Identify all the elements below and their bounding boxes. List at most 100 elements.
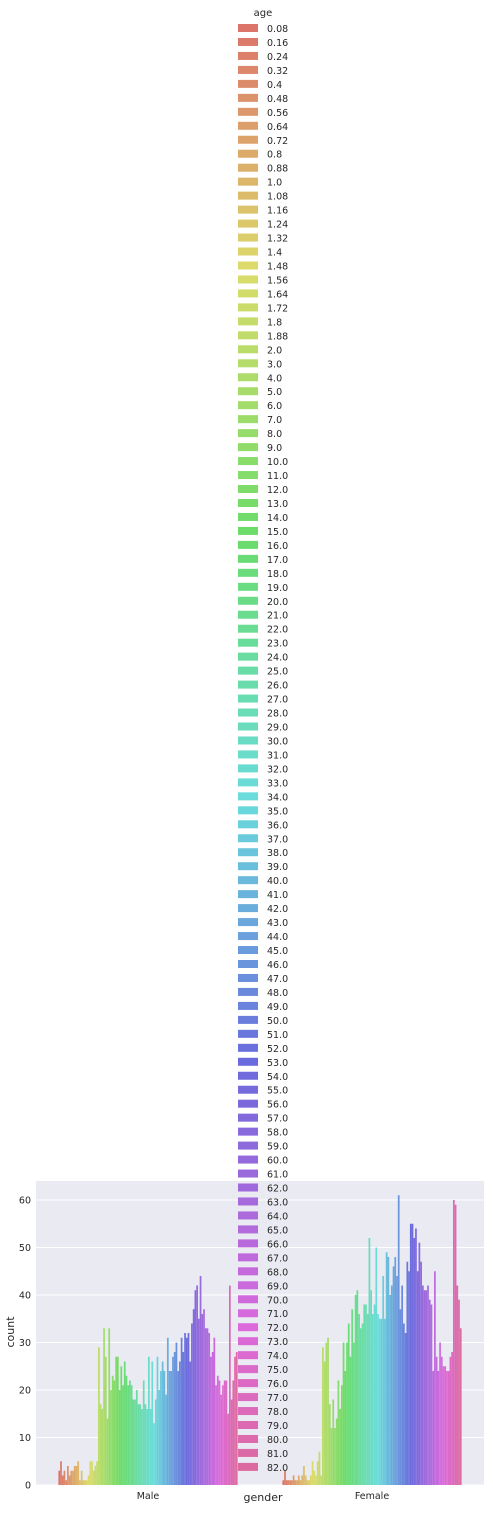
bar [130, 1385, 133, 1485]
bar [366, 1314, 369, 1485]
bar [304, 1475, 307, 1485]
bar [368, 1238, 371, 1485]
bar [108, 1328, 111, 1485]
bar [459, 1328, 462, 1485]
legend-label: 0.24 [267, 52, 288, 63]
legend-swatch [238, 275, 258, 284]
bar [432, 1371, 435, 1485]
bar [294, 1480, 297, 1485]
bar [211, 1352, 214, 1485]
legend-swatch [238, 205, 258, 214]
legend-label: 64.0 [267, 1211, 288, 1222]
legend-swatch [238, 680, 258, 689]
bar [373, 1304, 376, 1485]
legend-label: 22.0 [267, 625, 288, 636]
bar [384, 1318, 386, 1485]
bar [301, 1475, 304, 1485]
legend-label: 69.0 [267, 1281, 288, 1292]
legend-swatch [238, 554, 258, 563]
bar [168, 1371, 171, 1485]
bar [142, 1380, 145, 1485]
bar [297, 1475, 300, 1485]
legend-swatch [238, 848, 258, 857]
legend-swatch [238, 1267, 258, 1276]
bar [204, 1328, 207, 1485]
bar [420, 1261, 422, 1485]
legend-swatch [238, 331, 258, 340]
legend-swatch [238, 764, 258, 773]
legend-swatch [238, 415, 258, 424]
legend-label: 49.0 [267, 1002, 288, 1013]
legend-swatch [238, 107, 258, 116]
legend-swatch [238, 1281, 258, 1290]
bar [99, 1404, 102, 1485]
bar [328, 1404, 331, 1485]
legend-swatch [238, 93, 258, 102]
bar [77, 1461, 80, 1485]
y-tick-label: 10 [19, 1433, 31, 1444]
bar [363, 1304, 366, 1485]
legend-label: 72.0 [267, 1323, 288, 1334]
legend-swatch [238, 820, 258, 829]
legend-swatch [238, 610, 258, 619]
bar [442, 1366, 445, 1485]
legend-swatch [238, 1043, 258, 1052]
legend-label: 47.0 [267, 974, 288, 985]
legend-swatch [238, 498, 258, 507]
legend-label: 52.0 [267, 1044, 288, 1055]
bar [187, 1333, 190, 1485]
legend-swatch [238, 582, 258, 591]
bar [84, 1480, 86, 1485]
bar [425, 1290, 428, 1485]
legend-label: 1.72 [267, 303, 288, 314]
legend-label: 15.0 [267, 527, 288, 538]
bar [315, 1475, 317, 1485]
bar [390, 1285, 393, 1485]
legend-swatch [238, 51, 258, 60]
bar [220, 1394, 223, 1485]
legend-label: 63.0 [267, 1197, 288, 1208]
bar [320, 1475, 323, 1485]
bar [104, 1356, 107, 1485]
legend-swatch [238, 37, 258, 46]
y-tick-label: 30 [19, 1338, 31, 1349]
legend-label: 79.0 [267, 1421, 288, 1432]
y-tick-label: 20 [19, 1386, 31, 1397]
bar [323, 1361, 326, 1485]
bar [365, 1304, 367, 1485]
legend-label: 8.0 [267, 429, 282, 440]
legend-swatch [238, 918, 258, 927]
legend-swatch [238, 694, 258, 703]
legend-label: 77.0 [267, 1393, 288, 1404]
legend-swatch [238, 652, 258, 661]
bar [80, 1470, 83, 1485]
legend-label: 16.0 [267, 541, 288, 552]
legend-label: 6.0 [267, 401, 282, 412]
bar [444, 1366, 447, 1485]
legend-swatch [238, 387, 258, 396]
legend-label: 78.0 [267, 1407, 288, 1418]
bar [158, 1390, 161, 1485]
legend-label: 9.0 [267, 443, 282, 454]
legend-label: 73.0 [267, 1337, 288, 1348]
bar [291, 1480, 293, 1485]
legend-label: 0.88 [267, 164, 288, 175]
legend-swatch [238, 471, 258, 480]
bar [141, 1409, 143, 1485]
bar [353, 1342, 355, 1485]
bar [359, 1328, 362, 1485]
legend-swatch [238, 890, 258, 899]
legend-label: 0.56 [267, 108, 288, 119]
legend-label: 34.0 [267, 792, 288, 803]
bar [413, 1238, 416, 1485]
legend-swatch [238, 1309, 258, 1318]
bar [458, 1299, 460, 1485]
bar [192, 1309, 195, 1485]
bar [113, 1380, 116, 1485]
bar [322, 1347, 324, 1485]
legend-label: 1.48 [267, 261, 288, 272]
bar [358, 1314, 360, 1485]
legend-swatch [238, 401, 258, 410]
x-tick-label: Female [355, 1491, 390, 1502]
bar [191, 1323, 193, 1485]
